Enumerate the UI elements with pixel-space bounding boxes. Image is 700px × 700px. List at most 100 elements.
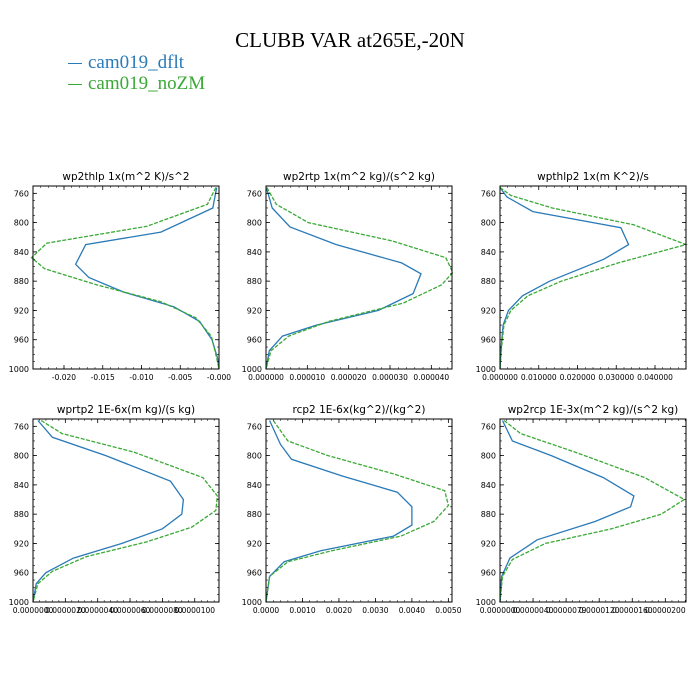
y-tick-label: 840 [481,481,496,490]
y-tick-label: 1000 [242,598,262,607]
panel-1: wp2thlp 1x(m^2 K)/s^2 760 800 840 880 920 960 1… [9,171,232,382]
panel-title: wprtp2 1E-6x(m kg)/(s kg) [57,404,195,416]
series-line-dflt [32,420,185,603]
plot-frame [32,185,220,370]
y-tick-label: 840 [14,481,29,490]
y-tick-label: 800 [14,452,29,461]
y-tick-label: 960 [14,569,29,578]
y-tick-label: 840 [481,248,496,257]
x-tick-label: 0.0000080 [142,606,183,615]
y-tick-label: 920 [247,306,262,315]
x-tick-label: 0.0000100 [174,606,215,615]
x-tick-label: 0.0000020 [45,606,86,615]
y-tick-label: 880 [14,277,29,286]
panel-title: wp2rtp 1x(m^2 kg)/(s^2 kg) [283,171,435,183]
y-tick-label: 800 [14,219,29,228]
y-tick-label: 760 [247,189,262,198]
y-tick-label: 920 [14,539,29,548]
legend-swatch-nozm [68,84,82,86]
panel-4: wprtp2 1E-6x(m kg)/(s kg) 760 800 840 880 920… [9,404,220,615]
x-tick-label: 0.0000040 [513,606,554,615]
y-tick-label: 840 [247,248,262,257]
y-tick-label: 920 [481,539,496,548]
series-line-nozm [265,187,454,370]
y-tick-label: 840 [14,248,29,257]
plot-frame [32,418,220,603]
y-tick-label: 920 [481,306,496,315]
y-tick-label: 960 [14,336,29,345]
x-tick-label: 0.0000079 [546,606,587,615]
x-tick-label: -0.005 [168,373,192,382]
x-tick-label: 0.040000 [637,373,673,382]
legend-label-nozm: cam019_noZM [88,73,206,94]
y-tick-label: 1000 [476,365,496,374]
x-tick-label: -0.000 [207,373,231,382]
y-tick-label: 960 [247,336,262,345]
x-tick-label: 0.0050 [435,606,461,615]
y-tick-label: 760 [14,422,29,431]
x-tick-label: 0.0040 [399,606,425,615]
series-line-dflt [499,420,635,603]
y-tick-label: 800 [481,219,496,228]
y-tick-label: 960 [481,569,496,578]
x-tick-label: 0.000010 [289,373,325,382]
series-line-nozm [30,187,220,370]
y-tick-label: 840 [247,481,262,490]
plot-frame [265,418,453,603]
y-tick-label: 760 [247,422,262,431]
panel-6: wp2rcp 1E-3x(m^2 kg)/(s^2 kg) 760 800 840 88… [476,404,687,615]
y-tick-label: 880 [247,277,262,286]
series-line-dflt [265,420,413,603]
y-tick-label: 920 [14,306,29,315]
y-tick-label: 880 [481,277,496,286]
y-tick-label: 800 [481,452,496,461]
panel-title: wp2thlp 1x(m^2 K)/s^2 [62,171,189,183]
legend-item-dflt: cam019_dflt [68,52,205,73]
y-tick-label: 800 [247,219,262,228]
x-tick-label: 0.0000000 [13,606,54,615]
y-tick-label: 880 [247,510,262,519]
legend: cam019_dflt cam019_noZM [68,52,205,94]
y-tick-label: 1000 [9,598,29,607]
x-tick-label: 0.0010 [289,606,315,615]
y-tick-label: 760 [14,189,29,198]
y-tick-label: 800 [247,452,262,461]
y-tick-label: 960 [481,336,496,345]
y-tick-label: 1000 [242,365,262,374]
x-tick-label: 0.0030 [362,606,388,615]
panel-title: wpthlp2 1x(m K^2)/s [537,171,649,183]
y-tick-label: 920 [247,539,262,548]
y-tick-label: 1000 [476,598,496,607]
x-tick-label: 0.0020 [326,606,352,615]
x-tick-label: 0.000030 [372,373,408,382]
legend-label-dflt: cam019_dflt [88,52,185,73]
x-tick-label: 0.000040 [413,373,449,382]
panel-3: wpthlp2 1x(m K^2)/s 760 800 840 880 920 960 100… [476,171,689,382]
plot-frame [265,185,453,370]
x-tick-label: -0.020 [52,373,76,382]
x-tick-label: 0.0000200 [645,606,686,615]
x-tick-label: 0.0000000 [480,606,521,615]
x-tick-label: 0.000000 [482,373,518,382]
x-tick-label: 0.030000 [598,373,634,382]
x-tick-label: 0.010000 [521,373,557,382]
y-tick-label: 760 [481,189,496,198]
series-line-nozm [265,420,450,603]
y-tick-label: 880 [14,510,29,519]
series-line-nozm [32,419,219,603]
x-tick-label: 0.0000040 [77,606,118,615]
series-line-dflt [265,187,422,370]
panel-2: wp2rtp 1x(m^2 kg)/(s^2 kg) 760 800 840 880 92… [242,171,454,382]
x-tick-label: 0.000000 [248,373,284,382]
series-line-dflt [499,187,630,370]
legend-item-nozm: cam019_noZM [68,73,205,94]
panel-5: rcp2 1E-6x(kg^2)/(kg^2) 760 800 840 880 920 96… [242,404,462,615]
x-tick-label: -0.015 [91,373,115,382]
plot-frame [499,418,687,603]
y-tick-label: 760 [481,422,496,431]
x-tick-label: 0.0000120 [579,606,620,615]
series-line-nozm [499,186,689,370]
panel-title: wp2rcp 1E-3x(m^2 kg)/(s^2 kg) [508,404,679,416]
legend-swatch-dflt [68,63,82,65]
y-tick-label: 960 [247,569,262,578]
